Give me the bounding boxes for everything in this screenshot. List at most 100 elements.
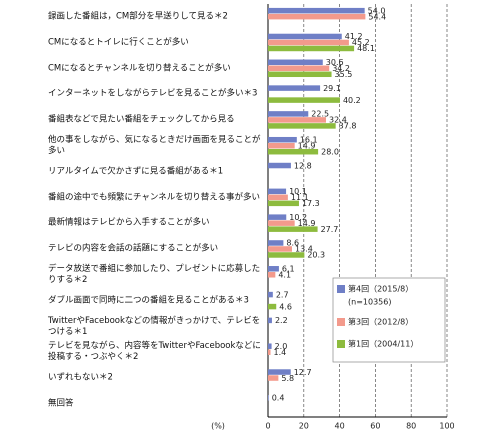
value-label: 6.1 [282,265,295,274]
value-label: 45.2 [352,38,370,47]
x-tick-label: 100 [439,422,454,431]
legend-swatch [337,318,345,326]
value-label: 48.1 [357,44,375,53]
value-label: 14.9 [298,219,316,228]
category-label: テレビを見ながら、内容等をTwitterやFacebookなどに投稿する・つぶや… [48,341,261,363]
x-tick-label: 40 [335,422,345,431]
value-label: 20.3 [307,251,325,260]
legend-swatch [337,340,345,348]
bar [268,317,272,324]
bar [268,369,291,375]
bar [268,136,297,143]
bar [268,85,321,91]
bar [268,59,323,66]
bar [268,188,287,195]
bar [268,240,284,246]
legend-label: 第1回（2004/11） [348,339,418,349]
bar [268,65,330,72]
category-label: データ放送で番組に参加したり、プレゼントに応募したりする＊2 [48,264,261,286]
category-label: CMになるとチャンネルを切り替えることが多い [48,63,231,74]
bar [268,252,305,258]
value-label: 2.0 [275,342,288,351]
bar [268,117,326,123]
value-label: 28.0 [321,147,339,156]
value-label: 0.4 [272,394,285,403]
category-label: リアルタイムで欠かさずに見る番組がある＊1 [48,166,224,177]
bar [268,272,276,278]
category-label: 番組表などで見たい番組をチェックしてから見る [48,114,235,125]
bar [268,123,336,129]
value-label: 35.5 [335,70,353,79]
bar [268,291,273,298]
value-label: 29.1 [323,84,341,93]
bar [268,142,295,149]
bar [268,349,271,355]
legend-swatch [337,285,345,293]
x-tick-label: 80 [406,422,416,431]
value-label: 10.1 [289,187,307,196]
bar [268,226,318,232]
legend-box [332,277,446,363]
bar [268,111,309,117]
category-label: 最新情報はテレビから入手することが多い [48,217,210,228]
value-label: 13.4 [295,245,313,254]
bar [268,162,291,169]
bar [268,220,295,226]
bar [268,200,299,207]
value-label: 22.5 [311,110,329,119]
value-label: 40.2 [343,96,361,105]
bar [268,97,340,103]
value-label: 37.8 [339,122,357,131]
bar [268,13,366,20]
value-label: 16.1 [300,135,318,144]
category-label: テレビの内容を会話の話題にすることが多い [48,243,219,254]
bar [268,194,288,201]
value-label: 4.6 [279,302,292,311]
legend-note: (n=10356) [348,298,391,307]
bar [268,39,349,46]
category-label: インターネットをしながらテレビを見ることが多い＊3 [48,88,258,99]
bar [268,343,272,349]
value-label: 54.4 [368,12,386,21]
value-label: 11.1 [291,193,309,202]
value-label: 4.1 [278,271,291,280]
category-label: CMになるとトイレに行くことが多い [48,37,189,48]
bar [268,303,277,310]
bar [268,246,292,252]
x-tick-label: 0 [265,422,270,431]
bar [268,214,287,220]
category-label: 番組の途中でも頻繁にチャンネルを切り替える事が多い [48,192,260,203]
category-label: ダブル画面で同時に二つの番組を見ることがある＊3 [48,295,249,306]
bar [268,375,279,381]
value-label: 41.2 [345,32,363,41]
value-label: 12.7 [294,368,312,377]
x-tick-label: 20 [299,422,309,431]
category-label: 無回答 [48,398,74,409]
value-label: 32.4 [329,116,347,125]
value-label: 2.2 [275,316,288,325]
value-label: 8.6 [286,239,299,248]
bar [268,45,355,52]
category-label: 他の事をしながら、気になるときだけ画面を見ることが多い [48,134,261,156]
value-label: 5.8 [281,374,294,383]
category-label: TwitterやFacebookなどの情報がきっかけで、テレビをつける＊1 [48,315,261,337]
legend-label: 第3回（2012/8） [348,317,413,327]
value-label: 27.7 [321,225,339,234]
x-tick-label: 60 [370,422,380,431]
value-label: 1.4 [274,348,287,357]
bar [268,148,319,155]
value-label: 2.7 [276,290,289,299]
value-label: 10.2 [289,213,307,222]
value-label: 34.2 [332,64,350,73]
bar [268,71,332,78]
value-label: 14.9 [298,141,316,150]
legend-label: 第4回（2015/8） [348,284,413,294]
value-label: 30.6 [326,58,344,67]
bar [268,266,279,272]
value-label: 54.0 [368,6,386,15]
value-label: 17.3 [302,199,320,208]
bar [268,395,269,401]
category-label: いずれもない＊2 [48,372,113,383]
